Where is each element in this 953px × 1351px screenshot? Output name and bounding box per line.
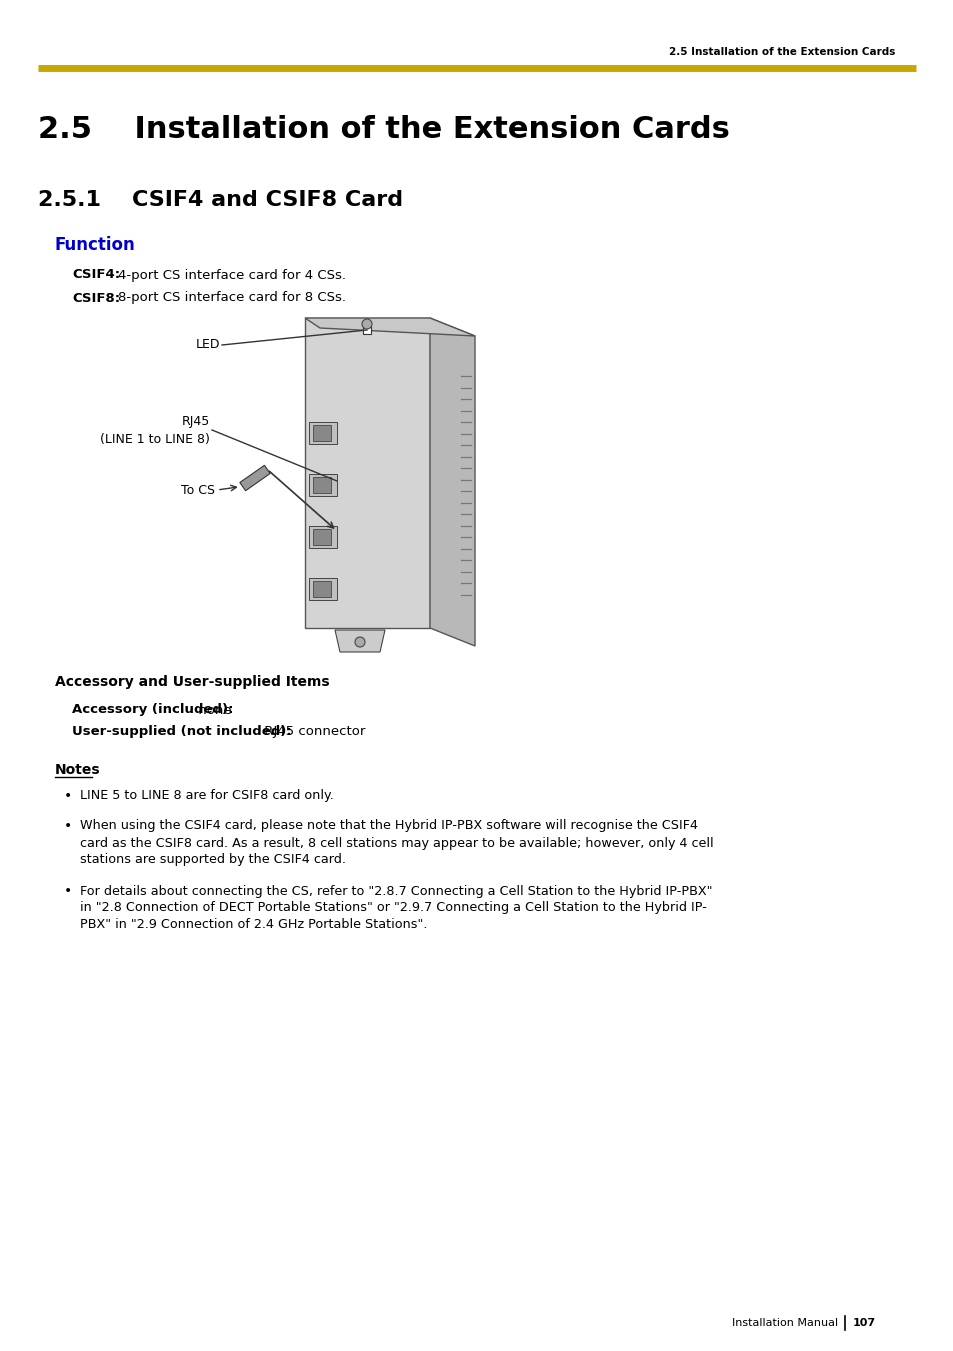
Text: •: • — [64, 819, 72, 834]
Text: 107: 107 — [852, 1319, 875, 1328]
Text: 4-port CS interface card for 4 CSs.: 4-port CS interface card for 4 CSs. — [118, 269, 346, 281]
Polygon shape — [305, 317, 430, 628]
Text: in "2.8 Connection of DECT Portable Stations" or "2.9.7 Connecting a Cell Statio: in "2.8 Connection of DECT Portable Stat… — [80, 901, 706, 915]
Bar — [309, 474, 336, 496]
Bar — [309, 578, 336, 600]
Text: When using the CSIF4 card, please note that the Hybrid IP-PBX software will reco: When using the CSIF4 card, please note t… — [80, 820, 698, 832]
Text: RJ45: RJ45 — [182, 415, 210, 427]
Bar — [313, 581, 331, 597]
Text: •: • — [64, 789, 72, 802]
Text: (LINE 1 to LINE 8): (LINE 1 to LINE 8) — [100, 432, 210, 446]
Polygon shape — [305, 317, 475, 336]
Bar — [313, 426, 331, 440]
Text: Function: Function — [55, 236, 135, 254]
Bar — [309, 422, 336, 444]
Text: stations are supported by the CSIF4 card.: stations are supported by the CSIF4 card… — [80, 854, 346, 866]
Text: 2.5    Installation of the Extension Cards: 2.5 Installation of the Extension Cards — [38, 115, 729, 145]
Polygon shape — [239, 465, 270, 490]
Text: card as the CSIF8 card. As a result, 8 cell stations may appear to be available;: card as the CSIF8 card. As a result, 8 c… — [80, 836, 713, 850]
Text: For details about connecting the CS, refer to "2.8.7 Connecting a Cell Station t: For details about connecting the CS, ref… — [80, 885, 712, 897]
Circle shape — [355, 638, 365, 647]
Text: To CS: To CS — [181, 484, 214, 497]
Polygon shape — [430, 317, 475, 646]
Text: Accessory and User-supplied Items: Accessory and User-supplied Items — [55, 676, 330, 689]
Circle shape — [361, 319, 372, 330]
Text: RJ45 connector: RJ45 connector — [260, 725, 365, 739]
Text: LINE 5 to LINE 8 are for CSIF8 card only.: LINE 5 to LINE 8 are for CSIF8 card only… — [80, 789, 334, 802]
Text: 8-port CS interface card for 8 CSs.: 8-port CS interface card for 8 CSs. — [118, 292, 346, 304]
Bar — [309, 526, 336, 549]
Text: CSIF4:: CSIF4: — [71, 269, 120, 281]
Text: 2.5 Installation of the Extension Cards: 2.5 Installation of the Extension Cards — [668, 47, 894, 57]
Text: CSIF8:: CSIF8: — [71, 292, 120, 304]
Bar — [313, 477, 331, 493]
Bar — [313, 530, 331, 544]
Text: •: • — [64, 884, 72, 898]
Text: User-supplied (not included):: User-supplied (not included): — [71, 725, 292, 739]
Bar — [363, 326, 371, 334]
Text: LED: LED — [195, 339, 220, 351]
Text: Installation Manual: Installation Manual — [731, 1319, 837, 1328]
Text: Accessory (included):: Accessory (included): — [71, 704, 233, 716]
Text: Notes: Notes — [55, 763, 100, 777]
Text: PBX" in "2.9 Connection of 2.4 GHz Portable Stations".: PBX" in "2.9 Connection of 2.4 GHz Porta… — [80, 919, 427, 931]
Text: 2.5.1    CSIF4 and CSIF8 Card: 2.5.1 CSIF4 and CSIF8 Card — [38, 190, 403, 209]
Text: none: none — [193, 704, 232, 716]
Polygon shape — [335, 630, 385, 653]
